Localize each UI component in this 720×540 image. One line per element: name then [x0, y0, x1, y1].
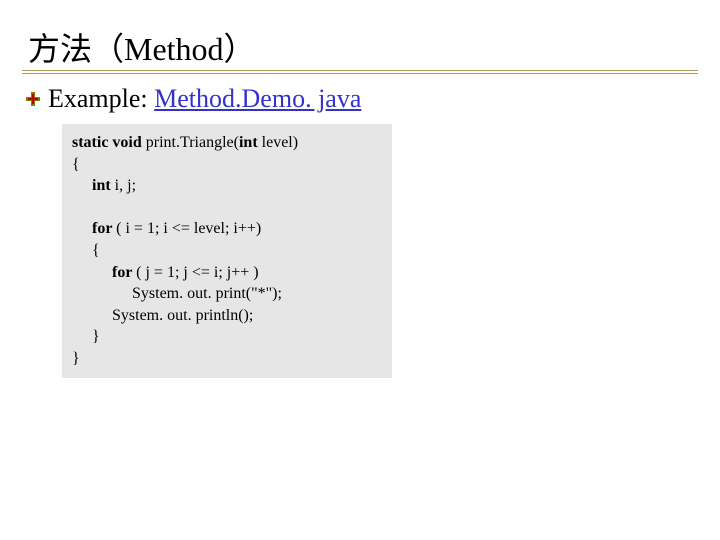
bullet-text: Example: Method.Demo. java [48, 84, 361, 114]
title-underline [22, 70, 698, 74]
slide-title: 方法（Method） [28, 24, 256, 70]
code-block: static void print.Triangle(int level){in… [62, 124, 392, 378]
bullet-link[interactable]: Method.Demo. java [154, 84, 361, 113]
bullet-row: Example: Method.Demo. java [26, 84, 361, 114]
plus-bullet-icon [26, 92, 40, 106]
slide: 方法（Method） Example: Method.Demo. java st… [0, 0, 720, 540]
bullet-lead: Example: [48, 84, 154, 113]
